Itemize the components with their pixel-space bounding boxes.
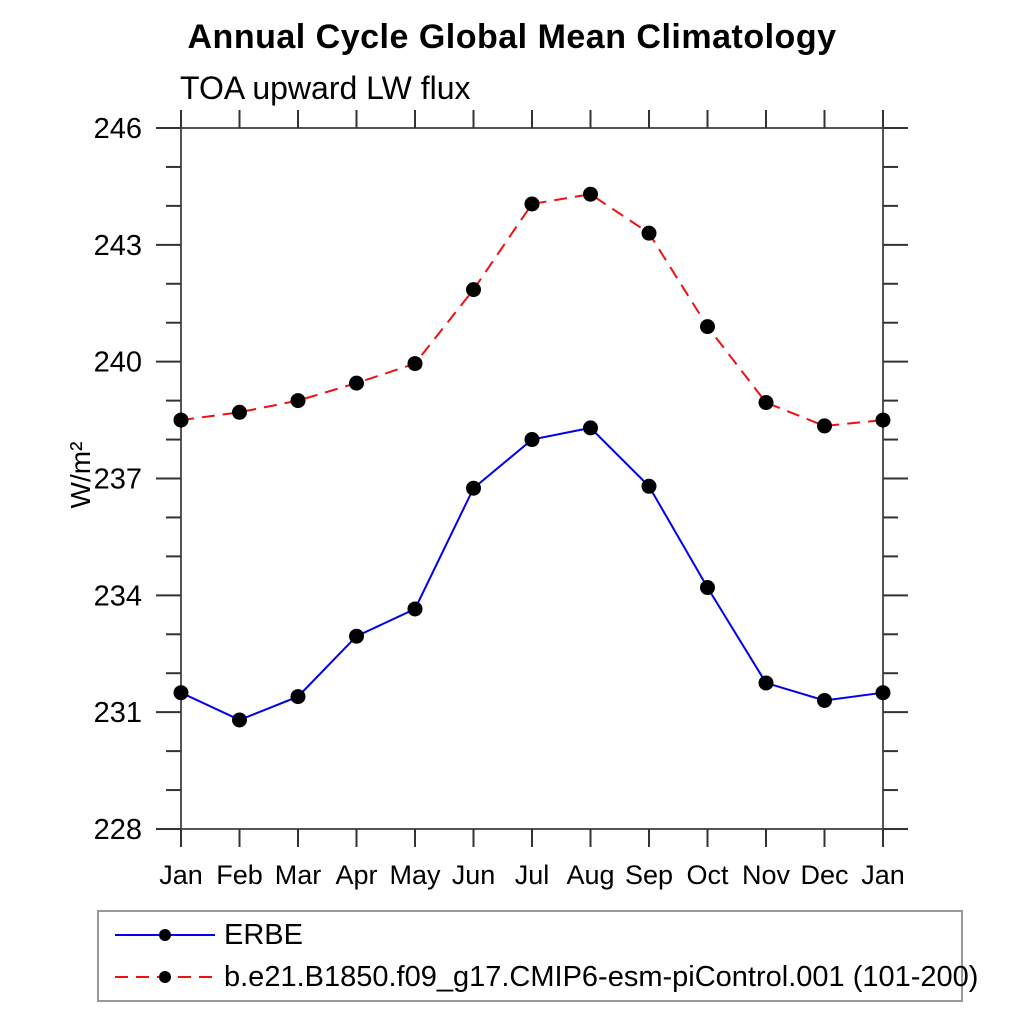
x-tick-label: Oct: [686, 860, 729, 890]
legend-line-sample-erbe: [115, 929, 215, 941]
legend-label-model: b.e21.B1850.f09_g17.CMIP6-esm-piControl.…: [224, 960, 979, 993]
x-tick-label: Jul: [515, 860, 550, 890]
data-point-marker: [290, 689, 306, 705]
x-tick-label: Nov: [742, 860, 791, 890]
x-tick-label: Dec: [800, 860, 848, 890]
data-point-marker: [232, 404, 247, 420]
x-tick-label: Mar: [275, 860, 322, 890]
data-point-marker: [641, 478, 657, 494]
legend-sample-marker: [159, 929, 171, 941]
y-tick-label: 246: [94, 113, 142, 145]
x-tick-label: Jun: [452, 860, 496, 890]
data-point-marker: [524, 196, 540, 212]
x-tick-label: Apr: [335, 860, 377, 890]
data-point-marker: [173, 412, 189, 428]
x-tick-label: Aug: [566, 860, 614, 890]
data-point-marker: [700, 580, 715, 596]
series-line-model: [180, 193, 884, 427]
data-point-marker: [524, 432, 540, 448]
y-tick-label: 228: [94, 814, 142, 846]
data-point-marker: [407, 601, 423, 617]
x-tick-label: Jan: [861, 860, 905, 890]
data-point-marker: [817, 692, 832, 708]
data-point-marker: [407, 356, 423, 372]
data-point-marker: [349, 375, 364, 391]
chart-subtitle: TOA upward LW flux: [180, 70, 471, 106]
data-point-marker: [758, 675, 774, 691]
data-point-marker: [875, 685, 891, 701]
y-tick-label: 234: [94, 580, 142, 612]
data-point-marker: [583, 420, 598, 436]
x-tick-label: Feb: [216, 860, 263, 890]
data-point-marker: [758, 395, 774, 411]
y-tick-label: 237: [94, 464, 142, 496]
y-tick-label: 231: [94, 697, 142, 729]
y-tick-label: 240: [94, 347, 142, 379]
data-point-marker: [466, 480, 481, 496]
chart-title: Annual Cycle Global Mean Climatology: [187, 18, 837, 56]
legend-line-sample-model: [115, 971, 215, 983]
data-point-marker: [349, 628, 364, 644]
x-tick-label: May: [389, 860, 441, 890]
data-point-marker: [173, 685, 189, 701]
data-point-marker: [290, 393, 306, 409]
y-tick-label: 243: [94, 230, 142, 262]
x-tick-label: Jan: [159, 860, 203, 890]
data-point-marker: [817, 418, 832, 434]
x-tick-label: Sep: [625, 860, 673, 890]
legend-sample-marker: [159, 971, 171, 983]
data-point-marker: [875, 412, 891, 428]
legend-item-model: b.e21.B1850.f09_g17.CMIP6-esm-piControl.…: [99, 956, 978, 998]
legend: ERBE b.e21.B1850.f09_g17.CMIP6-esm-piCon…: [97, 910, 978, 1002]
data-point-marker: [466, 282, 481, 298]
series-line-erbe: [180, 426, 884, 722]
data-point-marker: [583, 186, 598, 202]
data-point-marker: [232, 712, 247, 728]
legend-item-erbe: ERBE: [99, 914, 961, 956]
data-point-marker: [700, 319, 715, 335]
data-point-marker: [641, 225, 657, 241]
legend-label-erbe: ERBE: [224, 918, 303, 951]
